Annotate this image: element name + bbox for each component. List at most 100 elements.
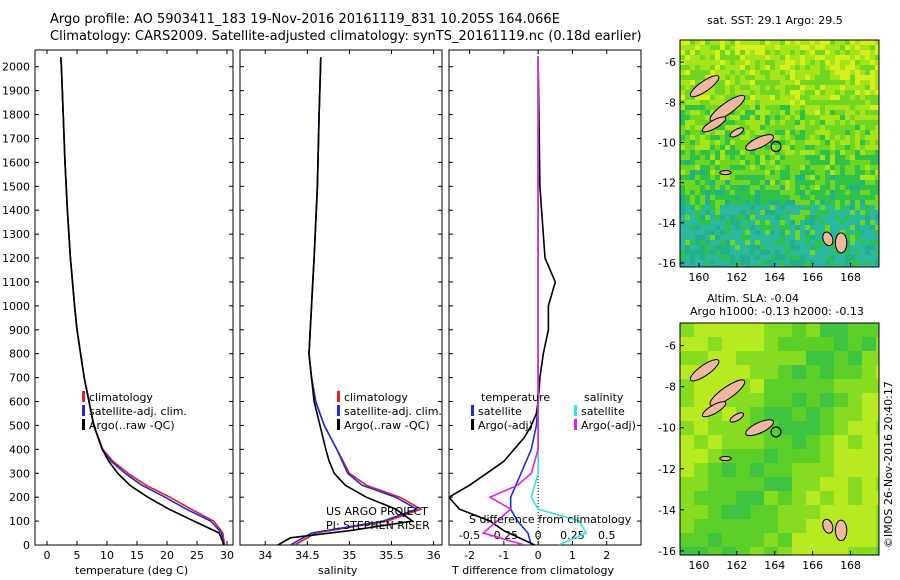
map-cell <box>710 245 715 250</box>
map-cell <box>725 210 730 215</box>
map-cell <box>815 70 820 75</box>
map-cell <box>855 205 860 210</box>
map-cell <box>845 60 850 65</box>
x2-tick-label: 0 <box>535 529 542 542</box>
map-cell <box>815 55 820 60</box>
map-cell <box>795 240 800 245</box>
map-cell <box>795 55 800 60</box>
map-cell <box>830 170 835 175</box>
map-cell <box>690 50 695 55</box>
map-cell <box>725 240 730 245</box>
map-cell <box>870 105 875 110</box>
legend-sal-climatology: climatology <box>337 391 408 404</box>
map-cell <box>840 160 845 165</box>
map-cell <box>770 60 775 65</box>
map-cell <box>870 55 875 60</box>
map-cell <box>865 80 870 85</box>
map-cell <box>715 100 720 105</box>
map-cell <box>845 70 850 75</box>
map-cell <box>780 80 785 85</box>
map-cell <box>760 200 765 205</box>
map-cell <box>775 95 780 100</box>
map-x-tick-label: 168 <box>840 559 861 572</box>
map-cell <box>710 55 715 60</box>
map-cell <box>820 250 825 255</box>
map-cell <box>800 250 805 255</box>
map-cell <box>750 215 755 220</box>
map-cell <box>870 200 875 205</box>
map-cell <box>860 70 865 75</box>
map-cell <box>805 90 810 95</box>
map-cell <box>740 130 745 135</box>
map-cell <box>815 190 820 195</box>
map-cell <box>820 205 825 210</box>
map-cell <box>870 175 875 180</box>
map-y-tick-label: -12 <box>658 177 676 190</box>
map-cell <box>850 205 855 210</box>
map-cell <box>792 323 806 337</box>
map-cell <box>760 245 765 250</box>
map-cell <box>730 195 735 200</box>
map-cell <box>820 40 825 45</box>
map-cell <box>855 90 860 95</box>
map-cell <box>830 265 835 267</box>
map-cell <box>815 155 820 160</box>
map-cell <box>685 245 690 250</box>
map-cell <box>850 235 855 240</box>
map-cell <box>755 230 760 235</box>
map-cell <box>745 190 750 195</box>
map-cell <box>850 120 855 125</box>
map-cell <box>735 170 740 175</box>
map-cell <box>795 235 800 240</box>
map-cell <box>745 260 750 265</box>
map-cell <box>695 95 700 100</box>
map-cell <box>820 150 825 155</box>
map-cell <box>860 215 865 220</box>
map-cell <box>840 200 845 205</box>
map-cell <box>694 351 708 365</box>
map-cell <box>730 225 735 230</box>
map-cell <box>700 120 705 125</box>
map-cell <box>765 175 770 180</box>
map-cell <box>834 421 848 435</box>
map-cell <box>725 80 730 85</box>
map-cell <box>755 215 760 220</box>
map-cell <box>770 205 775 210</box>
map-cell <box>792 463 806 477</box>
map-cell <box>778 323 792 337</box>
map-cell <box>720 165 725 170</box>
map-cell <box>764 533 778 547</box>
map-cell <box>780 230 785 235</box>
map-cell <box>865 125 870 130</box>
map-cell <box>700 200 705 205</box>
map-cell <box>785 200 790 205</box>
map-cell <box>695 70 700 75</box>
map-cell <box>850 210 855 215</box>
map-cell <box>736 323 750 337</box>
map-cell <box>710 45 715 50</box>
map-cell <box>835 185 840 190</box>
map-cell <box>795 130 800 135</box>
map-cell <box>785 130 790 135</box>
map-cell <box>720 60 725 65</box>
map-cell <box>785 135 790 140</box>
map-cell <box>790 85 795 90</box>
map-cell <box>750 75 755 80</box>
map-cell <box>865 230 870 235</box>
map-cell <box>770 260 775 265</box>
map-cell <box>740 165 745 170</box>
map-cell <box>834 379 848 393</box>
map-cell <box>680 145 685 150</box>
map-cell <box>740 185 745 190</box>
map-cell <box>870 185 875 190</box>
map-cell <box>740 45 745 50</box>
map-cell <box>725 175 730 180</box>
map-cell <box>700 250 705 255</box>
map-cell <box>685 145 690 150</box>
map-cell <box>685 225 690 230</box>
map-cell <box>778 449 792 463</box>
map-cell <box>875 65 879 70</box>
map-cell <box>795 155 800 160</box>
map-cell <box>700 95 705 100</box>
map-cell <box>792 519 806 533</box>
